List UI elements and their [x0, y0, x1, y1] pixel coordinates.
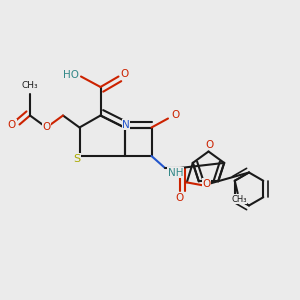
- Text: CH₃: CH₃: [232, 195, 247, 204]
- Text: O: O: [171, 110, 180, 121]
- Text: N: N: [122, 119, 130, 130]
- Text: O: O: [42, 122, 51, 133]
- Text: HO: HO: [62, 70, 79, 80]
- Text: O: O: [205, 140, 213, 150]
- Text: O: O: [202, 179, 210, 189]
- Text: NH: NH: [168, 167, 184, 178]
- Text: S: S: [73, 154, 80, 164]
- Text: CH₃: CH₃: [22, 81, 38, 90]
- Text: O: O: [8, 119, 16, 130]
- Text: O: O: [176, 193, 184, 203]
- Text: O: O: [120, 69, 129, 79]
